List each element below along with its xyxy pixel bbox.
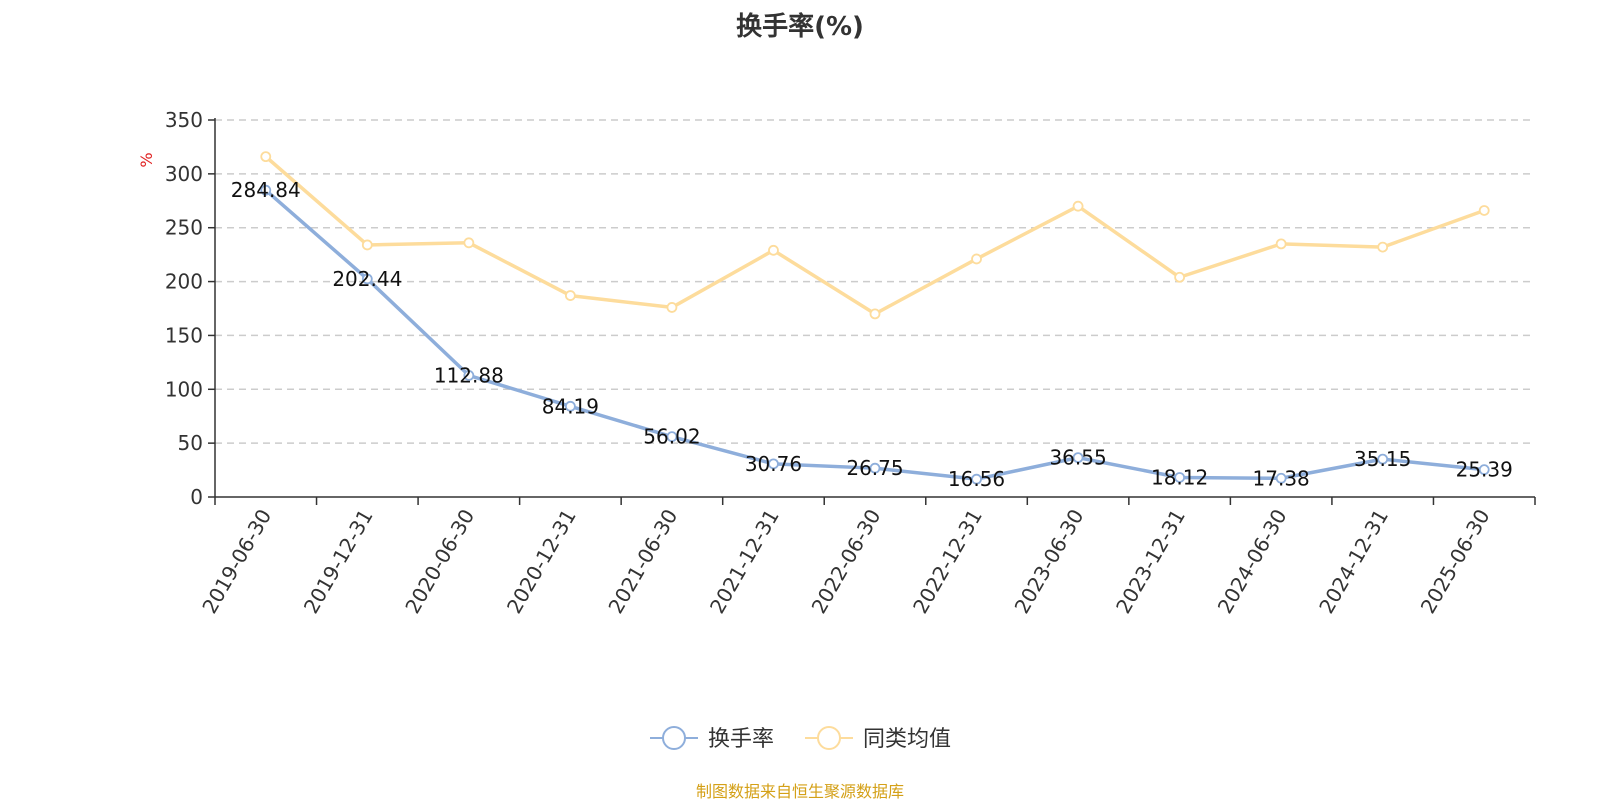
data-point (1072, 452, 1084, 464)
data-label: 26.75 (846, 456, 903, 480)
data-label: 84.19 (542, 394, 599, 418)
data-point (1377, 453, 1389, 465)
x-tick-label: 2024-12-31 (1314, 505, 1393, 618)
x-tick-label: 2020-06-30 (400, 505, 479, 618)
y-tick-label: 300 (165, 162, 203, 186)
data-label: 36.55 (1049, 446, 1106, 470)
source-note: 制图数据来自恒生聚源数据库 (695, 782, 904, 801)
x-tick-label: 2023-06-30 (1010, 505, 1089, 618)
data-point (260, 184, 272, 196)
data-point (361, 273, 373, 285)
data-label: 35.15 (1354, 447, 1411, 471)
data-point (666, 302, 678, 313)
y-tick-label: 200 (165, 270, 203, 294)
data-label: 30.76 (745, 452, 802, 476)
data-label: 284.84 (231, 178, 301, 202)
x-tick-label: 2025-06-30 (1416, 505, 1495, 618)
chart-title: 换手率(%) (736, 12, 864, 42)
series-line (264, 188, 1485, 481)
data-point (1072, 200, 1084, 212)
x-tick-label: 2022-06-30 (806, 505, 885, 618)
legend-label: 同类均值 (863, 727, 951, 752)
data-point (1478, 464, 1490, 476)
data-point (1377, 241, 1389, 253)
legend-marker-icon (817, 726, 841, 750)
y-tick-label: 0 (190, 485, 203, 509)
grid-lines (215, 119, 1535, 444)
series-layer (260, 151, 1490, 485)
legend-marker-icon (662, 726, 686, 750)
data-point (463, 370, 475, 381)
data-point (971, 473, 982, 485)
x-tick-label: 2021-12-31 (705, 505, 784, 618)
data-point (564, 290, 576, 301)
data-point (971, 253, 982, 265)
x-tick-label: 2019-12-31 (299, 505, 378, 618)
axes: 0 50 100 150 200 250 300 350 2019-06-30 2019-12-3… (165, 108, 1536, 618)
data-label: 56.02 (643, 425, 700, 449)
data-point (666, 431, 678, 443)
data-label: 202.44 (332, 267, 402, 291)
data-point (1174, 271, 1186, 283)
legend[interactable]: 换手率 同类均值 (650, 726, 951, 752)
data-label: 16.56 (948, 467, 1005, 491)
x-tick-label: 2022-12-31 (908, 505, 987, 618)
data-point (1478, 205, 1490, 216)
data-point (361, 239, 373, 251)
data-point (1275, 238, 1287, 250)
x-tick-label: 2024-06-30 (1213, 505, 1292, 618)
data-labels: 284.84 202.44 112.88 84.19 56.02 30.76 26.75 16… (231, 178, 1513, 491)
data-point (768, 244, 779, 256)
data-point (768, 458, 779, 470)
legend-label: 换手率 (708, 727, 774, 752)
y-axis-unit-label: % (137, 152, 156, 167)
y-tick-label: 250 (165, 216, 203, 240)
data-point (564, 400, 576, 412)
legend-item[interactable]: 换手率 (650, 726, 774, 752)
data-point (1275, 472, 1287, 484)
data-point (1174, 472, 1186, 483)
x-tick-label: 2019-06-30 (197, 505, 276, 618)
y-tick-label: 50 (178, 431, 203, 455)
x-tick-label: 2021-06-30 (603, 505, 682, 618)
x-tick-label: 2020-12-31 (502, 505, 581, 618)
data-point (869, 462, 881, 474)
legend-item[interactable]: 同类均值 (805, 726, 951, 752)
y-tick-label: 350 (165, 108, 203, 132)
data-point (260, 151, 272, 163)
data-label: 18.12 (1151, 465, 1208, 489)
data-point (869, 308, 881, 320)
x-tick-label: 2023-12-31 (1111, 505, 1190, 618)
series-line (264, 155, 1485, 316)
data-label: 25.39 (1456, 458, 1513, 482)
data-label: 112.88 (434, 363, 504, 387)
y-tick-label: 100 (165, 377, 203, 401)
data-label: 17.38 (1253, 466, 1310, 490)
data-point (463, 237, 475, 249)
y-tick-label: 150 (165, 323, 203, 347)
